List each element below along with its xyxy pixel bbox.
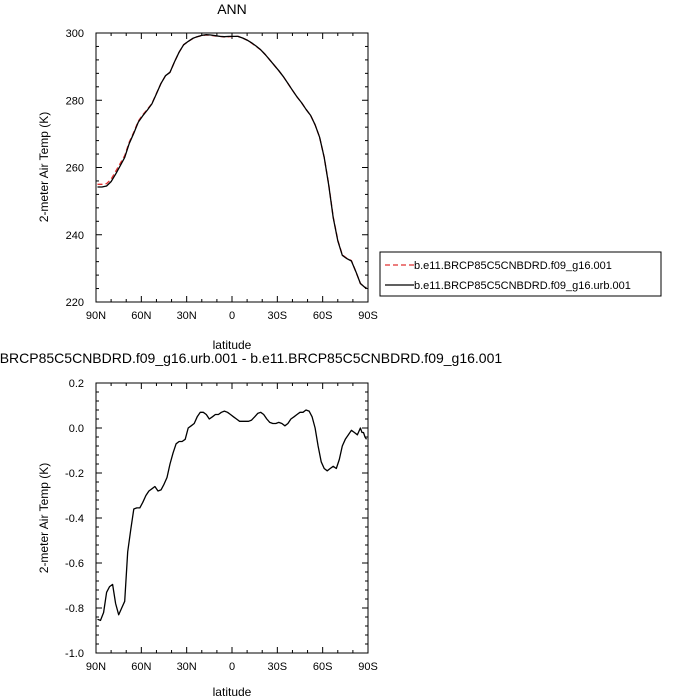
axis-ticks: 90N 60N 30N 0 30S 60S 90S -1.0 -0.8 -0.6 -0.4 -0.2 0… [65, 378, 378, 673]
x-tick-label: 30S [268, 661, 288, 673]
series-line-control [97, 34, 367, 289]
difference-panel: b.e11.BRCP85C5CNBDRD.f09_g16.urb.001 - b… [0, 350, 502, 699]
legend-box [379, 251, 662, 297]
series-line-difference [97, 409, 368, 622]
x-tick-label: 60S [313, 661, 333, 673]
y-tick-label: 0.2 [69, 378, 84, 390]
temperature-panel: ANN 90N 60N 30N 0 30S 60S 90S 220 240 260 280 300 l… [37, 1, 662, 352]
y-tick-label: -0.6 [65, 558, 84, 570]
x-tick-label: 90S [358, 310, 378, 322]
y-tick-label: -0.4 [65, 513, 84, 525]
series-line-urban [97, 34, 367, 289]
y-tick-label: -0.2 [65, 468, 84, 480]
panel-title: ANN [217, 1, 247, 17]
x-tick-label: 30N [177, 310, 197, 322]
y-tick-label: 260 [66, 163, 84, 175]
legend: b.e11.BRCP85C5CNBDRD.f09_g16.001 b.e11.B… [379, 251, 662, 297]
x-axis-label: latitude [213, 338, 252, 352]
plot-frame [95, 382, 369, 654]
legend-label-urban: b.e11.BRCP85C5CNBDRD.f09_g16.urb.001 [414, 280, 631, 292]
series-lines [97, 34, 367, 289]
y-axis-label: 2-meter Air Temp (K) [37, 112, 51, 222]
legend-label-control: b.e11.BRCP85C5CNBDRD.f09_g16.001 [414, 260, 612, 272]
y-tick-label: -0.8 [65, 603, 84, 615]
y-axis-label: 2-meter Air Temp (K) [37, 463, 51, 573]
series-lines [97, 409, 368, 622]
x-tick-label: 30N [177, 661, 197, 673]
x-tick-label: 0 [229, 661, 235, 673]
y-tick-label: 240 [66, 230, 84, 242]
y-tick-label: 280 [66, 95, 84, 107]
x-tick-label: 60N [131, 310, 151, 322]
x-tick-label: 90S [358, 661, 378, 673]
x-tick-label: 60S [313, 310, 333, 322]
x-tick-label: 60N [131, 661, 151, 673]
y-tick-label: -1.0 [65, 648, 84, 660]
y-tick-label: 220 [66, 297, 84, 309]
x-tick-label: 90N [86, 661, 106, 673]
x-tick-label: 0 [229, 310, 235, 322]
plot-frame [95, 32, 369, 303]
x-tick-label: 30S [268, 310, 288, 322]
axis-ticks: 90N 60N 30N 0 30S 60S 90S 220 240 260 280 300 [66, 28, 378, 322]
x-axis-label: latitude [213, 685, 252, 699]
x-tick-label: 90N [86, 310, 106, 322]
panel-title: b.e11.BRCP85C5CNBDRD.f09_g16.urb.001 - b… [0, 350, 502, 366]
y-tick-label: 0.0 [69, 423, 84, 435]
y-tick-label: 300 [66, 28, 84, 40]
